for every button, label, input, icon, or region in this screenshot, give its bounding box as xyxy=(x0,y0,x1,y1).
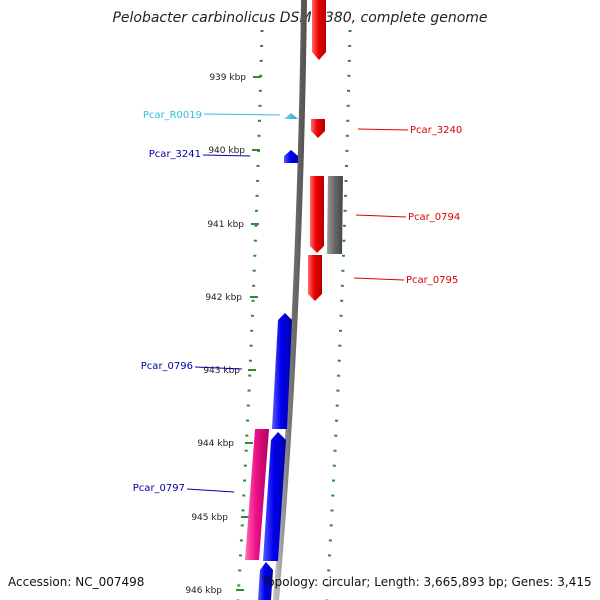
gene-label-pcar-0797[interactable]: Pcar_0797 xyxy=(133,483,185,494)
tick-label: 945 kbp xyxy=(191,513,228,523)
gene-feature-forward[interactable] xyxy=(312,0,326,60)
label-leader xyxy=(186,488,235,493)
tick-label: 943 kbp xyxy=(203,366,240,376)
gene-feature-pcar-3241[interactable] xyxy=(284,150,298,163)
label-leader xyxy=(203,113,281,116)
gene-label-pcar-3241[interactable]: Pcar_3241 xyxy=(149,149,201,160)
label-leader xyxy=(357,128,409,131)
label-leader xyxy=(194,366,243,370)
gene-feature-pcar-0796[interactable] xyxy=(272,313,292,429)
gene-feature-pcar-3240[interactable] xyxy=(311,119,325,138)
label-leader xyxy=(353,277,405,281)
label-leader xyxy=(202,154,251,157)
gene-label-pcar-3240[interactable]: Pcar_3240 xyxy=(410,125,462,136)
tick-label: 939 kbp xyxy=(209,73,246,83)
gene-feature-reverse[interactable] xyxy=(263,432,286,561)
tick-label: 946 kbp xyxy=(185,586,222,596)
tick-label: 942 kbp xyxy=(205,293,242,303)
tick-label: 941 kbp xyxy=(207,220,244,230)
gene-label-pcar-0796[interactable]: Pcar_0796 xyxy=(141,361,193,372)
gene-feature-pcar-r0019[interactable] xyxy=(284,113,298,119)
gene-label-pcar-r0019[interactable]: Pcar_R0019 xyxy=(143,110,202,121)
genome-title: Pelobacter carbinolicus DSM 2380, comple… xyxy=(112,10,488,26)
gene-label-pcar-0794[interactable]: Pcar_0794 xyxy=(408,212,460,223)
gene-feature-other[interactable] xyxy=(327,176,343,254)
label-leader xyxy=(355,214,407,218)
gene-feature-reverse[interactable] xyxy=(258,562,273,600)
gene-feature-pcar-0797[interactable] xyxy=(245,429,269,560)
tick-label: 940 kbp xyxy=(208,146,245,156)
accession-text: Accession: NC_007498 xyxy=(8,575,145,589)
genome-summary-text: Topology: circular; Length: 3,665,893 bp… xyxy=(262,575,592,589)
gene-feature-pcar-0795[interactable] xyxy=(308,255,322,301)
gene-label-pcar-0795[interactable]: Pcar_0795 xyxy=(406,275,458,286)
genome-backbone xyxy=(273,0,307,600)
kbp-ruler: 939 kbp 940 kbp 941 kbp 942 kbp 943 kbp … xyxy=(185,73,261,596)
ruler-ring-outer xyxy=(325,29,352,600)
gene-feature-pcar-0794[interactable] xyxy=(310,176,324,253)
tick-label: 944 kbp xyxy=(197,439,234,449)
